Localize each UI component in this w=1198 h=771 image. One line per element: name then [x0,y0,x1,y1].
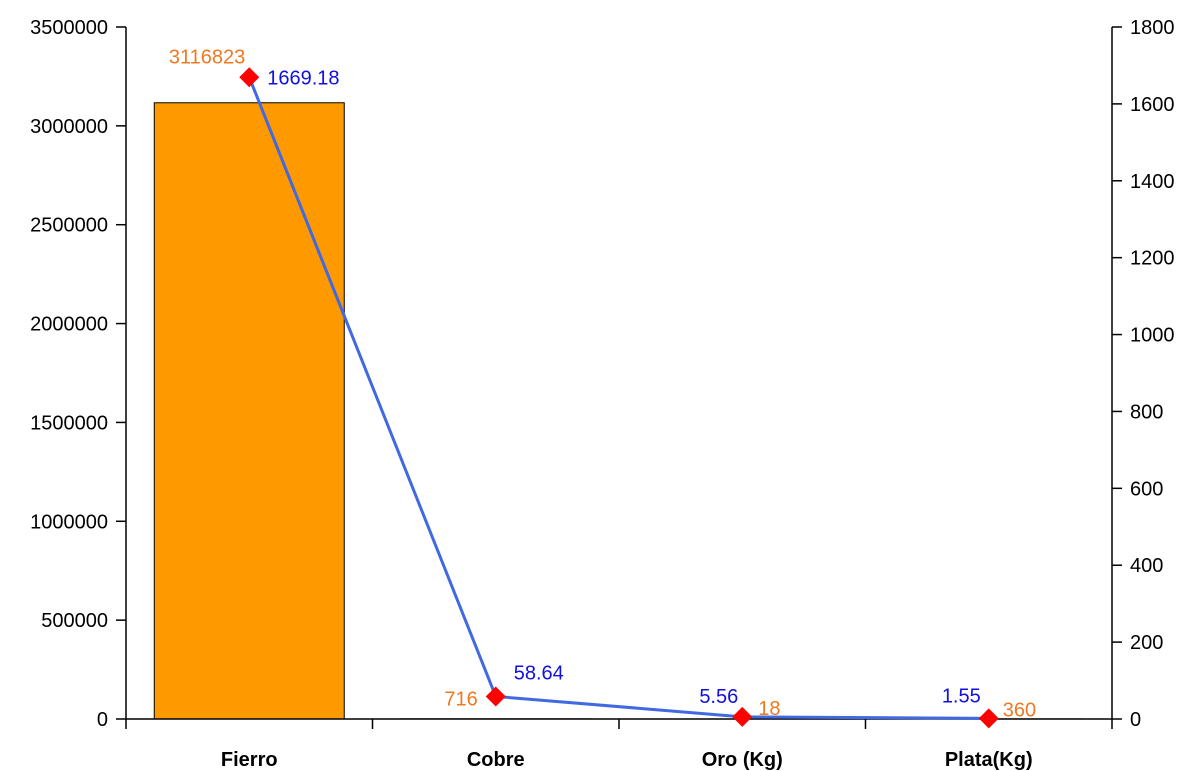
line-marker-2 [732,706,753,727]
category-label-0: Fierro [221,749,278,771]
y-right-tick-label: 1800 [1130,17,1175,39]
line-data-label-1: 58.64 [514,662,564,684]
line-marker-3 [978,708,999,729]
y-left-tick-label: 0 [97,709,108,731]
y-right-tick-label: 1400 [1130,171,1175,193]
y-right-tick-label: 600 [1130,478,1163,500]
y-right-tick-label: 1200 [1130,248,1175,270]
y-left-tick-label: 1000000 [30,511,108,533]
y-left-tick-label: 2500000 [30,215,108,237]
y-right-tick-label: 1600 [1130,94,1175,116]
bar-data-label-2: 18 [758,698,780,720]
line-marker-0 [239,67,260,88]
bar-data-label-0: 3116823 [169,46,245,68]
y-left-tick-label: 500000 [41,610,108,632]
line-data-label-2: 5.56 [699,686,738,708]
labels-layer: 3116823 716 18 360 1669.18 58.64 5.56 1.55 [169,46,1036,721]
bars-layer [153,102,1085,720]
line-marker-1 [485,686,506,707]
y-left-tick-label: 3000000 [30,116,108,138]
bar-data-label-1: 716 [444,688,477,710]
y-right-tick-label: 400 [1130,555,1163,577]
y-right-tick-label: 200 [1130,632,1163,654]
line-series [247,76,989,720]
y-right-tick-label: 0 [1130,709,1141,731]
y-left-tick-label: 2000000 [30,314,108,336]
bar-data-label-3: 360 [1003,699,1036,721]
y-right-tick-label: 1000 [1130,325,1175,347]
category-label-3: Plata(Kg) [945,749,1033,771]
category-label-1: Cobre [467,749,525,771]
category-label-2: Oro (Kg) [702,749,783,771]
y-left-tick-label: 1500000 [30,412,108,434]
line-layer [239,67,999,729]
line-data-label-0: 1669.18 [267,67,339,89]
y-right-tick-label: 800 [1130,401,1163,423]
line-data-label-3: 1.55 [942,685,981,707]
bar-0 [153,102,345,720]
axes-layer: 0 500000 1000000 1500000 2000000 2500000 30000… [30,17,1174,771]
y-left-tick-label: 3500000 [30,17,108,39]
